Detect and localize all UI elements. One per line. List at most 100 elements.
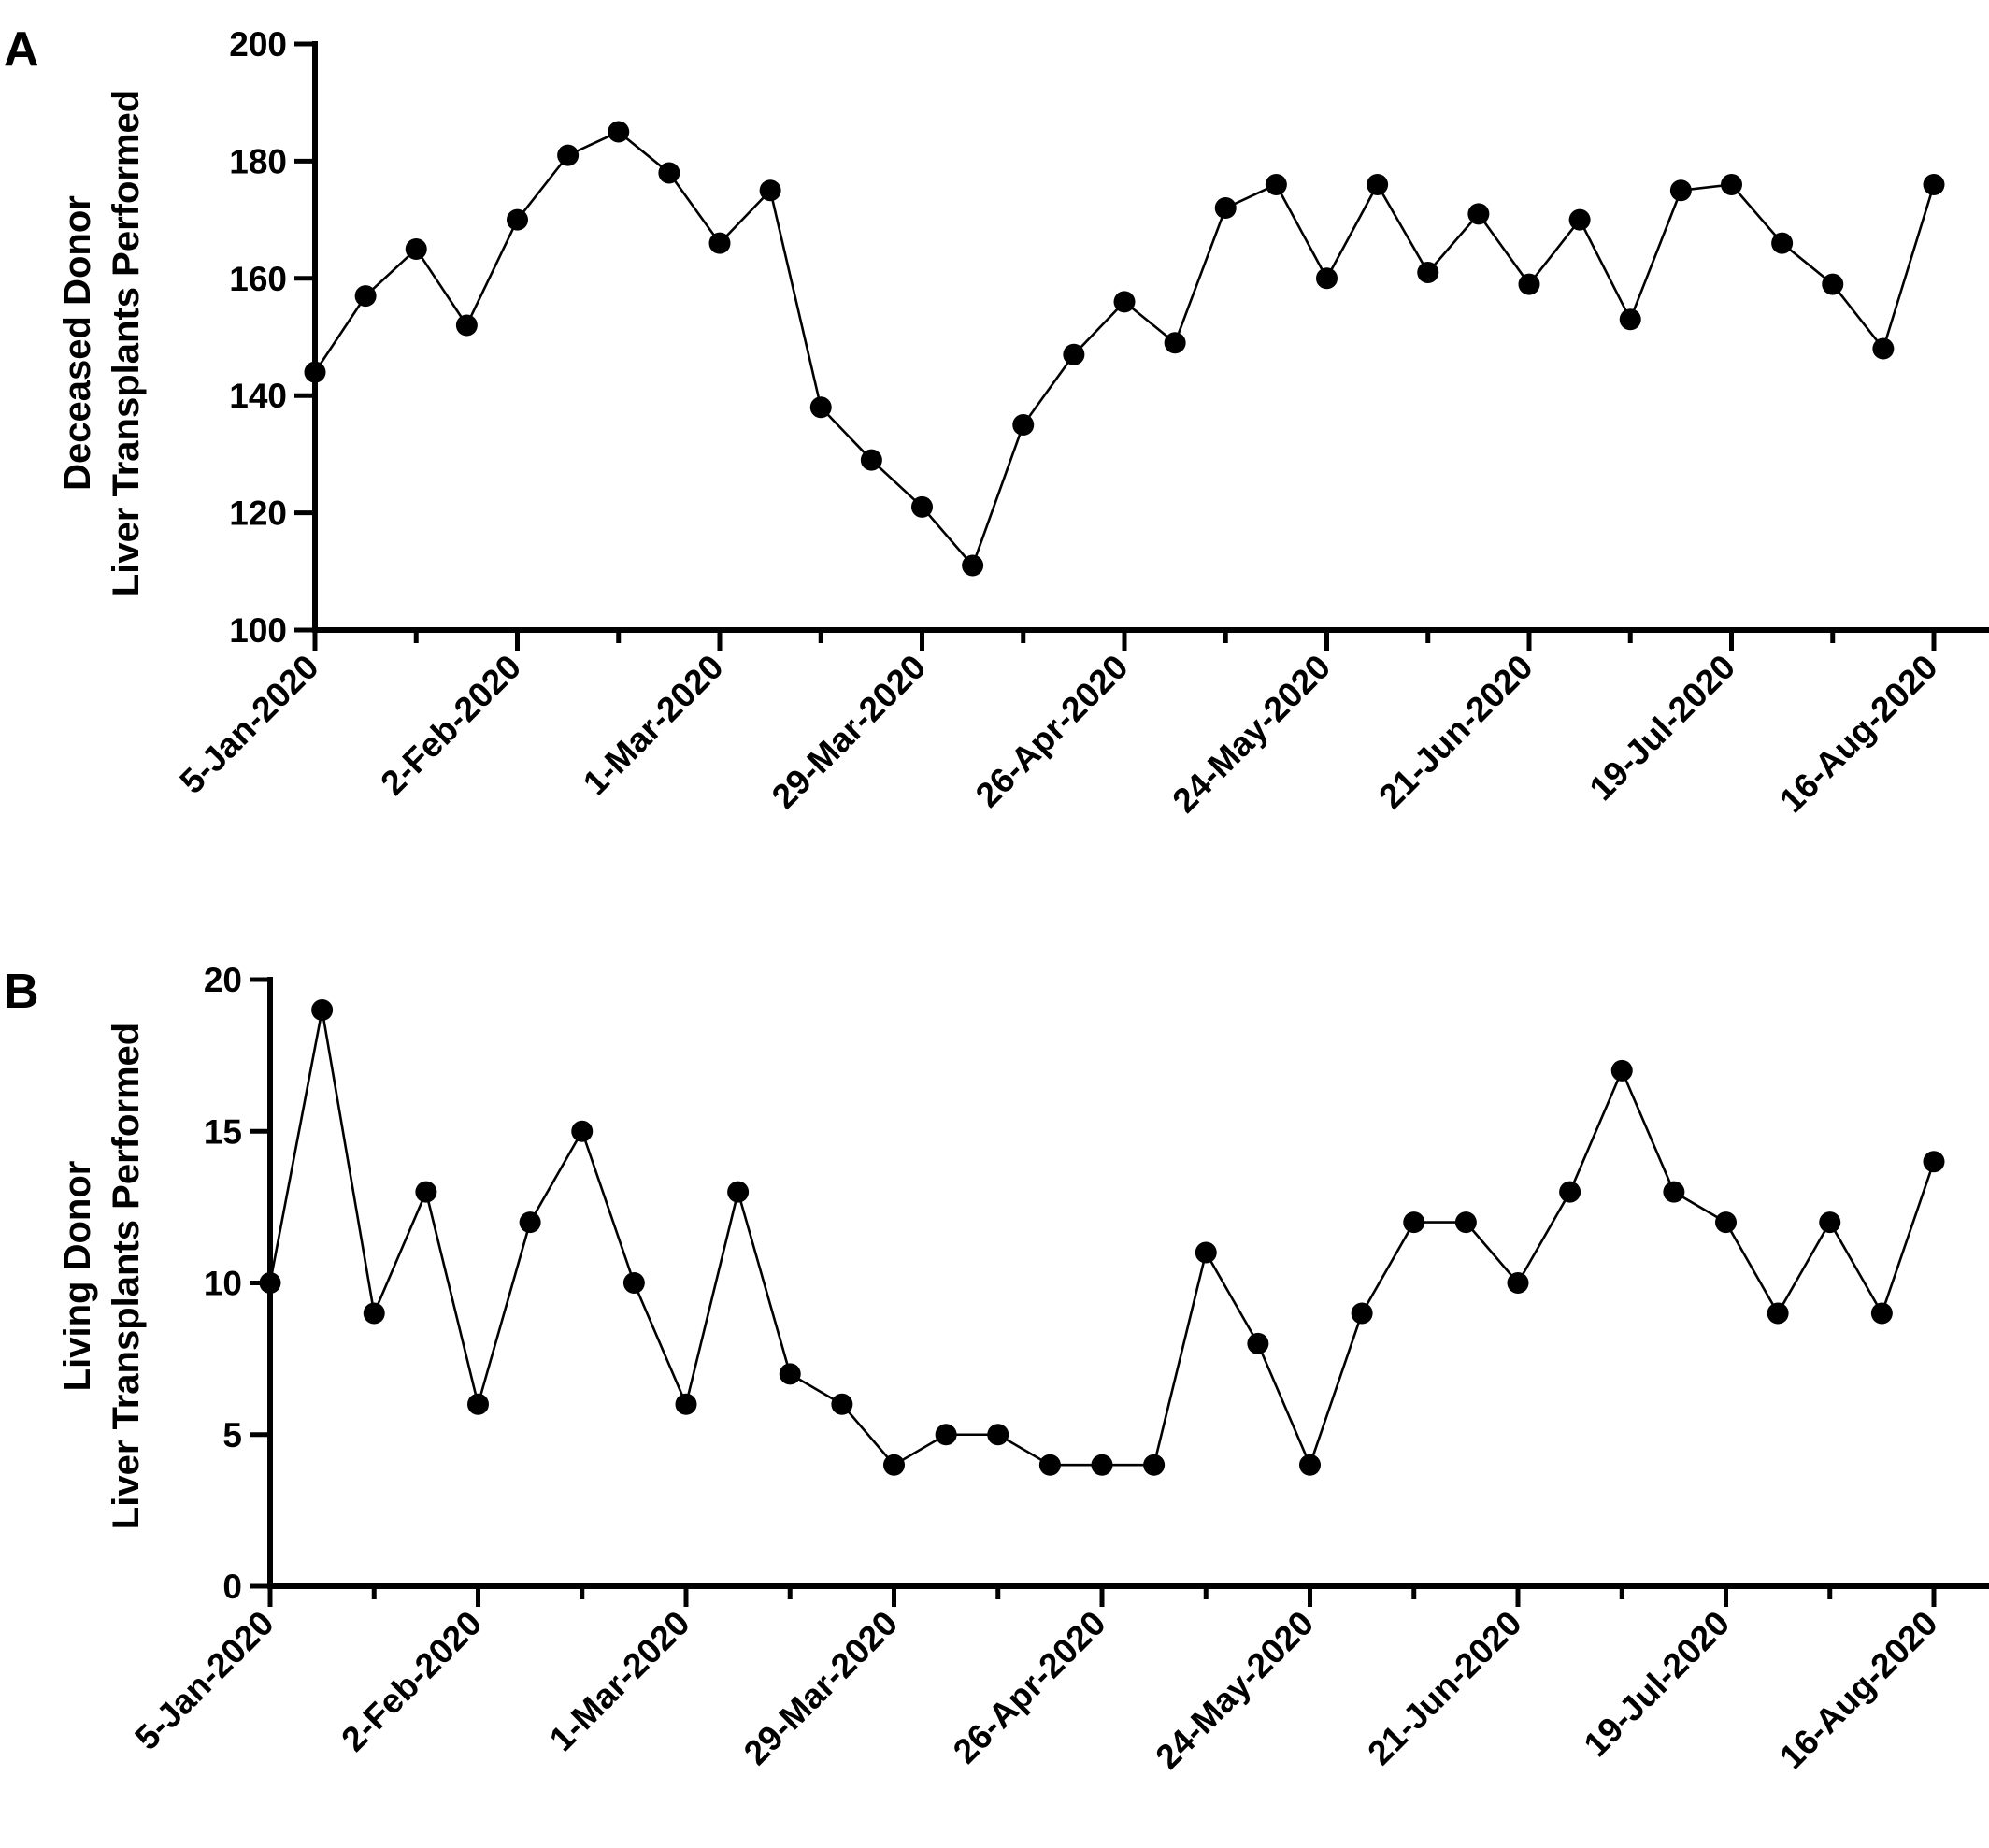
- panel-a-ytick-label: 140: [229, 377, 287, 415]
- panel-a-data-point: [962, 554, 984, 577]
- panel-b-data-point: [1819, 1211, 1841, 1234]
- panel-b-xtick-label: 19-Jul-2020: [1577, 1604, 1738, 1765]
- panel-b-data-point: [675, 1393, 697, 1415]
- panel-b-data-point: [935, 1424, 957, 1446]
- panel-a-tick-labels: 100 120 140 160 180 200 5-Jan-2020 2-Feb-2020 1-…: [172, 25, 1944, 820]
- panel-b-data-point: [883, 1454, 905, 1476]
- panel-a-data-point: [1518, 273, 1540, 295]
- panel-a-ytick-label: 180: [229, 142, 287, 180]
- panel-a-data-point: [1367, 173, 1389, 195]
- panel-b-ylabel-line2: Liver Transplants Performed: [106, 1023, 147, 1529]
- panel-b-data-point: [415, 1181, 437, 1203]
- panel-b-ytick-label: 15: [204, 1112, 242, 1151]
- panel-a-ytick-label: 160: [229, 260, 287, 298]
- panel-b-ytick-label: 0: [222, 1568, 242, 1606]
- panel-a-xtick-label: 19-Jul-2020: [1582, 648, 1743, 809]
- panel-b-data-point: [1663, 1181, 1685, 1203]
- panel-a-data-point: [405, 237, 427, 260]
- panel-b-data-point: [779, 1363, 801, 1385]
- panel-a-data-point: [455, 314, 478, 337]
- panel-a-xtick-label: 26-Apr-2020: [968, 648, 1136, 815]
- panel-a-data-point: [507, 208, 528, 231]
- panel-a-data-point: [1214, 197, 1237, 220]
- panel-b-data-point: [1143, 1454, 1166, 1476]
- panel-b-data-point: [1247, 1332, 1269, 1354]
- panel-a-data-point: [1619, 308, 1641, 331]
- panel-a-data-point: [1771, 232, 1794, 254]
- panel-b-data-point: [467, 1393, 489, 1415]
- panel-b-xtick-label: 5-Jan-2020: [127, 1604, 280, 1757]
- panel-b-data-point: [311, 998, 334, 1021]
- panel-b-data-point: [1195, 1241, 1217, 1264]
- panel-b-data-point: [987, 1424, 1009, 1446]
- panel-b-xtick-label: 24-May-2020: [1149, 1604, 1322, 1777]
- panel-a-xtick-label: 29-Mar-2020: [765, 648, 933, 816]
- panel-a-data-point: [557, 144, 580, 166]
- panel-b-data-point: [259, 1272, 281, 1294]
- panel-a: A Deceased Donor Liver Transplants Perfo…: [4, 22, 1989, 820]
- panel-a-series-line: [313, 130, 1936, 568]
- panel-b-letter: B: [4, 965, 39, 1019]
- panel-b-data-point: [1923, 1151, 1945, 1173]
- panel-b-xtick-label: 2-Feb-2020: [334, 1604, 489, 1759]
- panel-a-data-point: [304, 361, 326, 383]
- panel-a-xtick-label: 1-Mar-2020: [576, 648, 731, 803]
- panel-b-data-point: [1038, 1454, 1061, 1476]
- panel-a-data-point: [1113, 291, 1136, 313]
- panel-a-data-point: [1316, 267, 1338, 290]
- panel-b-data-point: [1454, 1211, 1477, 1234]
- panel-a-plot: [304, 121, 1945, 577]
- panel-a-data-point: [1417, 262, 1439, 284]
- panel-a-ytick-label: 200: [229, 25, 287, 64]
- panel-b-xtick-label: 1-Mar-2020: [542, 1604, 697, 1759]
- panel-b-data-point: [1870, 1302, 1893, 1325]
- panel-a-ylabel-line1: Deceased Donor: [57, 195, 98, 491]
- panel-a-data-point: [1822, 273, 1844, 295]
- panel-a-xtick-label: 21-Jun-2020: [1371, 648, 1539, 816]
- panel-a-data-point: [1568, 208, 1591, 231]
- panel-b-data-point: [1610, 1059, 1633, 1082]
- panel-b-xtick-label: 26-Apr-2020: [946, 1604, 1113, 1771]
- panel-a-data-point: [809, 396, 832, 419]
- panel-a-xtick-label: 16-Aug-2020: [1772, 648, 1945, 821]
- panel-a-data-point: [1012, 414, 1035, 437]
- panel-a-ylabel-line2: Liver Transplants Performed: [106, 90, 147, 596]
- panel-a-data-point: [1467, 203, 1490, 225]
- panel-b-data-point: [622, 1272, 645, 1294]
- panel-a-xtick-label: 2-Feb-2020: [373, 648, 528, 803]
- panel-b-data-point: [1299, 1454, 1321, 1476]
- panel-b-data-point: [1767, 1302, 1789, 1325]
- panel-a-data-point: [658, 162, 680, 184]
- panel-b-data-point: [1091, 1454, 1113, 1476]
- panel-a-data-point: [860, 449, 882, 471]
- panel-a-data-point: [708, 232, 731, 254]
- panel-a-data-point: [1265, 173, 1287, 195]
- panel-a-xtick-label: 5-Jan-2020: [172, 648, 325, 801]
- panel-b-xtick-label: 21-Jun-2020: [1360, 1604, 1528, 1772]
- panel-a-xtick-label: 24-May-2020: [1166, 648, 1338, 821]
- panel-a-data-point: [911, 495, 933, 518]
- panel-a-ytick-label: 100: [229, 611, 287, 650]
- panel-b-data-point: [1403, 1211, 1425, 1234]
- panel-b-data-point: [1507, 1272, 1529, 1294]
- panel-a-data-point: [1669, 179, 1692, 202]
- panel-a-data-point: [1063, 343, 1085, 365]
- panel-b-xtick-label: 29-Mar-2020: [737, 1604, 905, 1772]
- panel-b-ylabel-line1: Living Donor: [57, 1161, 98, 1392]
- panel-b-data-point: [831, 1393, 853, 1415]
- panel-b-data-point: [1715, 1211, 1737, 1234]
- panel-b-data-point: [727, 1181, 750, 1203]
- panel-b-plot: [259, 998, 1945, 1476]
- panel-a-ticks: [294, 41, 1937, 651]
- panel-b-ytick-label: 20: [204, 961, 242, 999]
- panel-a-data-point: [354, 285, 377, 308]
- panel-b-ytick-label: 10: [204, 1265, 242, 1303]
- panel-a-data-point: [608, 121, 630, 143]
- panel-a-data-point: [1923, 173, 1945, 195]
- panel-b-ytick-label: 5: [222, 1416, 242, 1454]
- panel-a-data-point: [1721, 173, 1742, 195]
- panel-b: B Living Donor Liver Transplants Perform…: [4, 961, 1989, 1777]
- panel-b-data-point: [571, 1120, 594, 1142]
- panel-a-ytick-label: 120: [229, 494, 287, 533]
